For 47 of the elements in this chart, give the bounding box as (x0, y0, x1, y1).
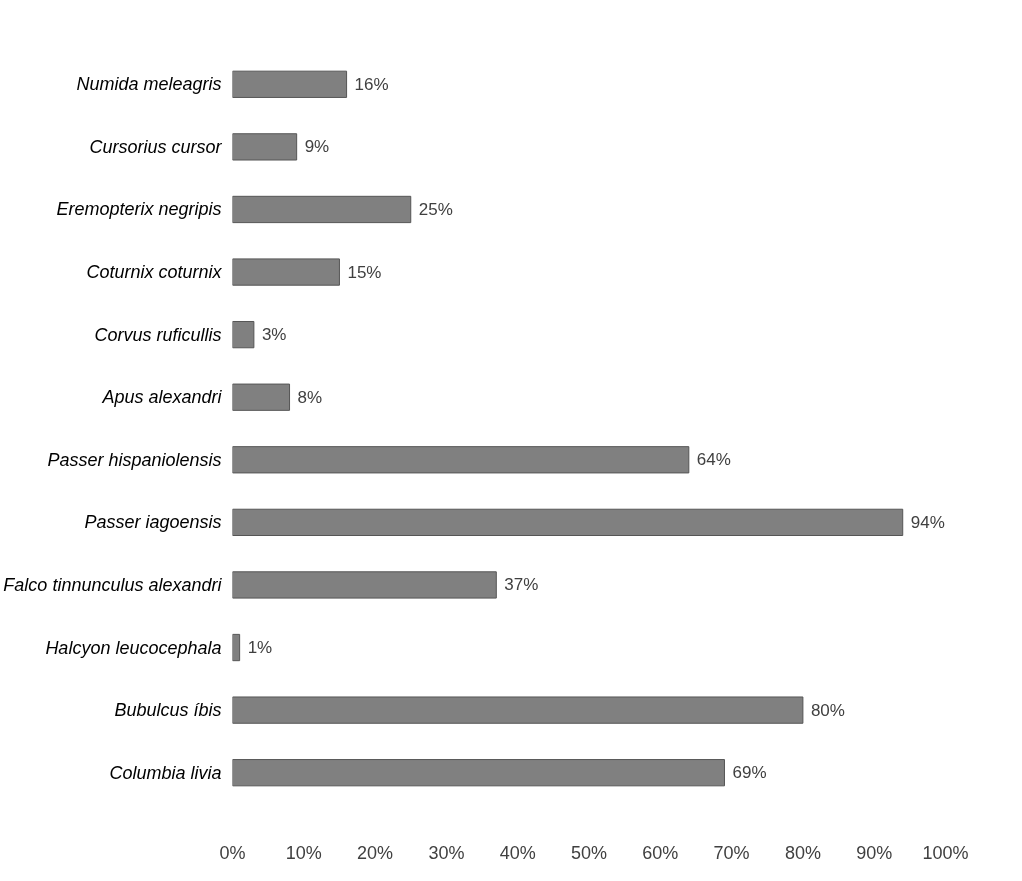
y-tick-label: Numida meleagris (76, 74, 222, 95)
bar (232, 70, 348, 98)
bar (232, 446, 690, 474)
data-label: 1% (247, 638, 273, 658)
x-tick-label: 10% (285, 842, 322, 863)
y-tick-label: Coturnix coturnix (86, 262, 223, 283)
data-label: 9% (304, 137, 330, 157)
bar (232, 320, 255, 349)
x-tick-label: 50% (570, 842, 608, 863)
x-tick-label: 60% (642, 842, 679, 863)
data-label: 3% (261, 325, 287, 345)
data-label: 25% (418, 199, 453, 219)
data-label: 64% (696, 450, 731, 470)
data-label: 94% (910, 512, 945, 532)
data-label: 37% (504, 575, 539, 595)
bar (232, 571, 497, 599)
bar (232, 759, 725, 787)
x-tick-label: 40% (499, 842, 536, 863)
data-label: 80% (810, 700, 845, 720)
data-label: 15% (347, 262, 382, 282)
y-tick-label: Corvus ruficullis (94, 324, 222, 345)
y-tick-label: Cursorius cursor (89, 136, 223, 157)
y-tick-label: Columbia livia (109, 762, 222, 783)
bar (232, 696, 804, 724)
x-tick-label: 80% (784, 842, 821, 863)
x-tick-label: 30% (428, 842, 465, 863)
y-tick-label: Falco tinnunculus alexandri (3, 574, 223, 595)
y-tick-label: Bubulcus íbis (114, 700, 222, 721)
y-tick-label: Eremopterix negripis (56, 199, 222, 220)
bar (232, 195, 412, 224)
data-label: 69% (732, 763, 767, 783)
x-tick-label: 70% (713, 842, 750, 863)
data-label: 16% (354, 74, 389, 94)
x-tick-label: 100% (922, 842, 969, 863)
x-tick-label: 0% (219, 842, 246, 863)
bar (232, 633, 241, 662)
y-tick-label: Passer hispaniolensis (47, 449, 222, 470)
y-tick-label: Apus alexandri (101, 387, 223, 408)
bar (232, 133, 298, 161)
data-label: 8% (297, 387, 323, 407)
y-tick-label: Passer iagoensis (84, 512, 222, 533)
y-tick-label: Halcyon leucocephala (45, 637, 222, 658)
bar (232, 383, 291, 411)
bar (232, 508, 904, 537)
bar (232, 258, 340, 286)
x-tick-label: 90% (856, 842, 893, 863)
x-tick-label: 20% (357, 842, 394, 863)
